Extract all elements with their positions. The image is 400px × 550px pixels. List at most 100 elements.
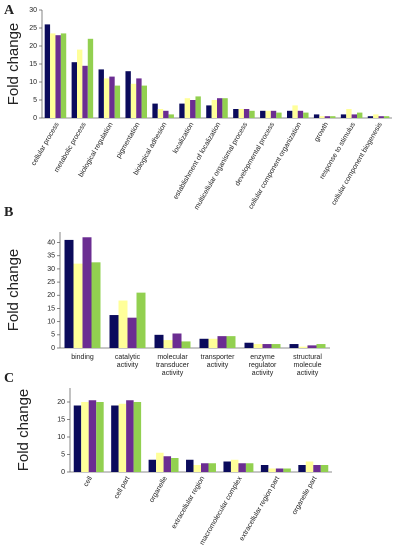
bar bbox=[186, 459, 194, 472]
bar bbox=[324, 116, 331, 118]
bar bbox=[217, 98, 223, 118]
bar bbox=[351, 114, 357, 118]
bar bbox=[87, 38, 94, 118]
bar bbox=[276, 112, 282, 118]
bar bbox=[71, 62, 77, 118]
bar bbox=[313, 114, 320, 118]
bar bbox=[340, 114, 347, 118]
bar bbox=[109, 76, 115, 118]
bar bbox=[77, 49, 83, 118]
y-tick-label: 10 bbox=[57, 434, 65, 441]
y-tick-label: 5 bbox=[33, 97, 37, 104]
bar bbox=[217, 336, 227, 348]
y-tick-label: 20 bbox=[29, 43, 37, 50]
y-tick-label: 10 bbox=[47, 318, 55, 325]
bar bbox=[154, 334, 164, 348]
x-tick-label: growth bbox=[313, 121, 330, 143]
bar bbox=[238, 109, 244, 118]
panel-label: A bbox=[4, 3, 15, 18]
y-tick-label: 25 bbox=[29, 25, 37, 32]
bar bbox=[367, 116, 374, 118]
bar bbox=[316, 344, 326, 348]
bar bbox=[208, 338, 218, 348]
x-tick-label: macromolecular complex bbox=[199, 475, 244, 546]
bar bbox=[82, 65, 88, 118]
bar bbox=[320, 465, 329, 472]
bar bbox=[249, 110, 255, 118]
bar bbox=[271, 344, 281, 348]
bar bbox=[262, 344, 272, 348]
bar bbox=[223, 461, 231, 472]
x-tick-label: cell bbox=[83, 475, 95, 488]
bar bbox=[201, 463, 209, 472]
bar bbox=[292, 105, 298, 118]
x-tick-label: transporter activity bbox=[200, 354, 235, 369]
x-tick-label: molecular transducer activity bbox=[155, 354, 190, 377]
y-tick-label: 15 bbox=[57, 416, 65, 423]
bar bbox=[114, 85, 121, 118]
y-tick-label: 25 bbox=[47, 279, 55, 286]
bar bbox=[268, 468, 276, 472]
y-tick-label: 15 bbox=[47, 305, 55, 312]
y-tick-label: 5 bbox=[61, 451, 65, 458]
bar bbox=[208, 463, 216, 472]
bar bbox=[305, 461, 314, 472]
bar bbox=[141, 85, 147, 118]
bar bbox=[118, 403, 127, 472]
x-tick-label: binding bbox=[71, 354, 94, 361]
bar bbox=[130, 83, 137, 118]
y-tick-label: 20 bbox=[47, 292, 55, 299]
y-tick-label: 15 bbox=[29, 61, 37, 68]
bar bbox=[148, 459, 157, 472]
bar bbox=[330, 116, 336, 118]
bar bbox=[346, 109, 352, 118]
bar bbox=[60, 33, 67, 118]
bar bbox=[303, 112, 309, 118]
bar bbox=[222, 98, 228, 118]
bar bbox=[88, 400, 97, 472]
bar bbox=[211, 100, 217, 118]
bar bbox=[265, 110, 271, 118]
bar bbox=[297, 110, 304, 118]
bar bbox=[152, 103, 158, 118]
y-axis-label: Fold change bbox=[5, 249, 22, 332]
bar bbox=[245, 463, 254, 472]
bar bbox=[179, 103, 185, 118]
bar bbox=[313, 465, 321, 472]
bar bbox=[206, 105, 212, 118]
x-tick-label: pigmentation bbox=[115, 121, 141, 159]
x-tick-label: multicellular organismal process bbox=[193, 121, 249, 211]
bar bbox=[50, 33, 56, 118]
bar bbox=[156, 452, 164, 472]
bar bbox=[73, 405, 82, 472]
x-tick-label: extracellular region part bbox=[239, 475, 282, 542]
bar bbox=[357, 112, 363, 118]
y-tick-label: 30 bbox=[47, 266, 55, 273]
bar bbox=[378, 116, 384, 118]
bar bbox=[103, 78, 110, 118]
x-tick-label: establishment of localization bbox=[172, 121, 222, 200]
bar bbox=[253, 344, 263, 348]
bar bbox=[163, 340, 173, 348]
x-tick-label: organelle bbox=[148, 475, 169, 504]
y-tick-label: 10 bbox=[29, 79, 37, 86]
bar bbox=[226, 336, 236, 348]
bar bbox=[230, 459, 239, 472]
bar bbox=[298, 465, 306, 472]
bar bbox=[243, 109, 250, 118]
bar bbox=[127, 317, 137, 348]
bar bbox=[181, 341, 191, 348]
bar bbox=[96, 402, 104, 472]
bar bbox=[190, 100, 196, 118]
bar bbox=[184, 98, 191, 118]
panel-label: C bbox=[4, 371, 14, 386]
bar bbox=[109, 315, 119, 348]
x-tick-label: extracellular region bbox=[171, 475, 207, 530]
bar bbox=[98, 69, 104, 118]
bar bbox=[270, 110, 277, 118]
bar bbox=[193, 465, 201, 472]
bar bbox=[275, 468, 284, 472]
y-tick-label: 40 bbox=[47, 239, 55, 246]
x-tick-label: cellular process bbox=[30, 121, 61, 167]
